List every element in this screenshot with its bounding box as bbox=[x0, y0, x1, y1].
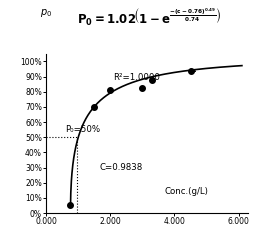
Point bbox=[140, 86, 144, 90]
Text: $\mathbf{P_0 = 1.02\!\left(1-e^{\frac{-(c-0.76)^{0.49}}{0.74}}\right)}$: $\mathbf{P_0 = 1.02\!\left(1-e^{\frac{-(… bbox=[77, 7, 221, 28]
Point bbox=[150, 78, 154, 82]
Text: R²=1.0000: R²=1.0000 bbox=[113, 73, 160, 82]
Text: Conc.(g/L): Conc.(g/L) bbox=[165, 187, 209, 196]
Point bbox=[108, 87, 112, 91]
Point bbox=[188, 69, 193, 73]
Point bbox=[92, 105, 96, 109]
Point bbox=[68, 203, 72, 207]
Text: C=0.9838: C=0.9838 bbox=[99, 163, 142, 172]
Text: P₀=50%: P₀=50% bbox=[65, 125, 100, 134]
Text: $p_0$: $p_0$ bbox=[40, 7, 52, 19]
